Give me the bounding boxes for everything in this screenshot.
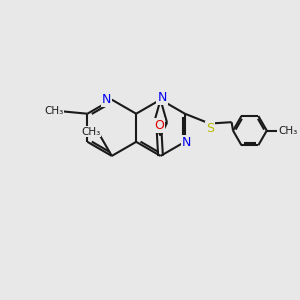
Text: N: N [182, 136, 191, 149]
Text: N: N [157, 92, 167, 104]
Text: CH₃: CH₃ [278, 126, 297, 136]
Text: S: S [206, 122, 214, 135]
Text: CH₃: CH₃ [44, 106, 64, 116]
Text: N: N [102, 93, 111, 106]
Text: O: O [154, 119, 164, 132]
Text: CH₃: CH₃ [81, 127, 101, 136]
